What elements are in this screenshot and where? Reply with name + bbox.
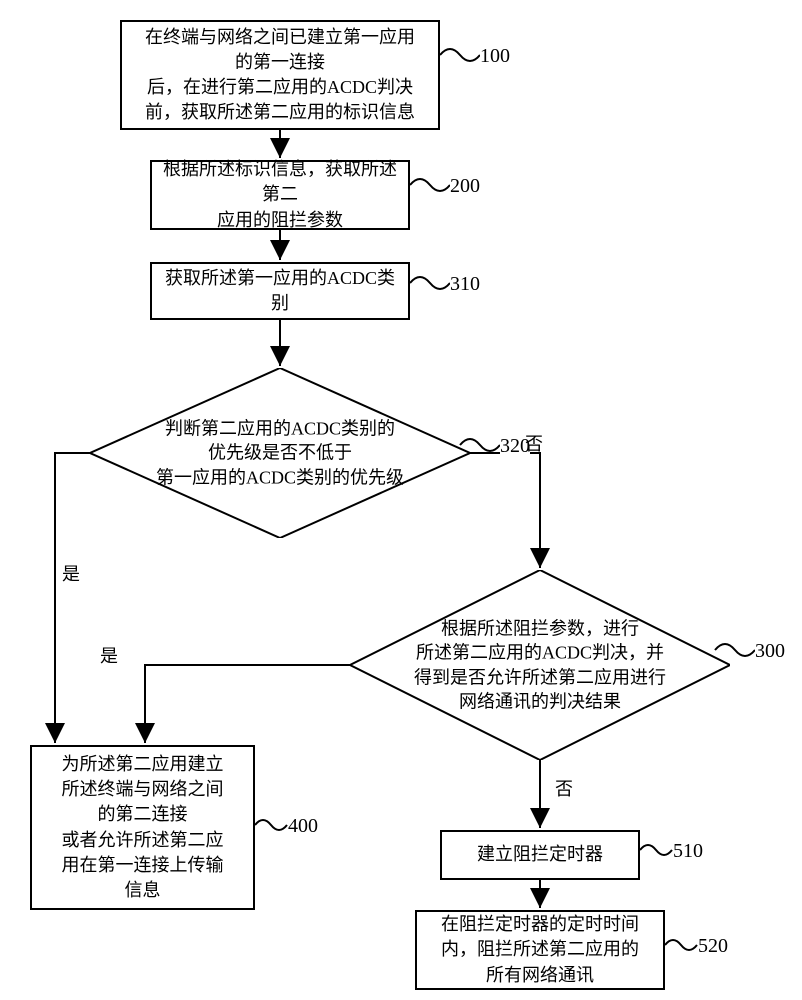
node-text: 根据所述阻拦参数，进行所述第二应用的ACDC判决，并得到是否允许所述第二应用进行… bbox=[407, 616, 673, 713]
flow-node-310: 获取所述第一应用的ACDC类别 bbox=[150, 262, 410, 320]
node-text: 在阻拦定时器的定时时间内，阻拦所述第二应用的所有网络通讯 bbox=[441, 912, 639, 988]
node-text: 获取所述第一应用的ACDC类别 bbox=[158, 266, 402, 316]
node-text: 判断第二应用的ACDC类别的优先级是否不低于第一应用的ACDC类别的优先级 bbox=[147, 417, 413, 490]
node-text: 建立阻拦定时器 bbox=[477, 842, 603, 867]
node-text: 根据所述标识信息，获取所述第二应用的阻拦参数 bbox=[158, 157, 402, 233]
step-label-510: 510 bbox=[673, 840, 703, 863]
step-label-310: 310 bbox=[450, 273, 480, 296]
edge-label-yes-2: 是 bbox=[100, 642, 118, 668]
flow-node-320: 判断第二应用的ACDC类别的优先级是否不低于第一应用的ACDC类别的优先级 bbox=[90, 368, 470, 538]
step-label-520: 520 bbox=[698, 935, 728, 958]
edge-label-no-2: 否 bbox=[555, 775, 573, 801]
node-text: 在终端与网络之间已建立第一应用的第一连接后，在进行第二应用的ACDC判决前，获取… bbox=[145, 25, 415, 126]
step-label-200: 200 bbox=[450, 175, 480, 198]
step-label-300: 300 bbox=[755, 640, 785, 663]
flow-node-200: 根据所述标识信息，获取所述第二应用的阻拦参数 bbox=[150, 160, 410, 230]
flow-node-510: 建立阻拦定时器 bbox=[440, 830, 640, 880]
flow-node-400: 为所述第二应用建立所述终端与网络之间的第二连接或者允许所述第二应用在第一连接上传… bbox=[30, 745, 255, 910]
step-label-100: 100 bbox=[480, 45, 510, 68]
edge-label-yes-1: 是 bbox=[62, 560, 80, 586]
node-text: 为所述第二应用建立所述终端与网络之间的第二连接或者允许所述第二应用在第一连接上传… bbox=[62, 752, 224, 903]
step-label-400: 400 bbox=[288, 815, 318, 838]
flow-node-520: 在阻拦定时器的定时时间内，阻拦所述第二应用的所有网络通讯 bbox=[415, 910, 665, 990]
flow-node-100: 在终端与网络之间已建立第一应用的第一连接后，在进行第二应用的ACDC判决前，获取… bbox=[120, 20, 440, 130]
flow-node-300: 根据所述阻拦参数，进行所述第二应用的ACDC判决，并得到是否允许所述第二应用进行… bbox=[350, 570, 730, 760]
edge-label-no-1: 否 bbox=[525, 430, 543, 456]
